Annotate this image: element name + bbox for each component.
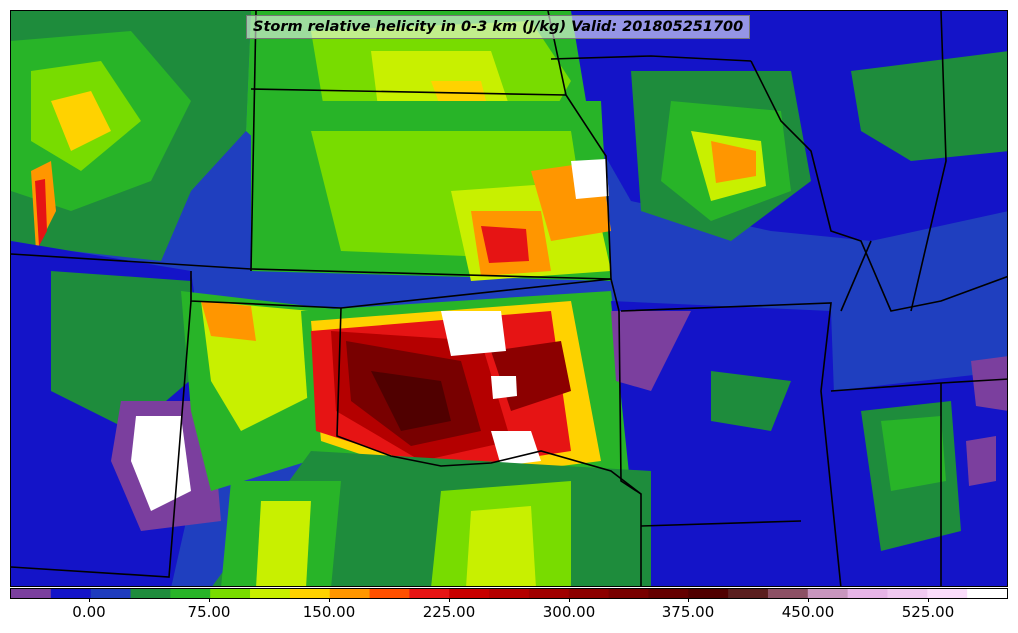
colorbar-swatch (250, 589, 291, 598)
colorbar-tick-mark (688, 598, 689, 602)
colorbar-tick-mark (209, 598, 210, 602)
colorbar-swatch (409, 589, 450, 598)
colorbar-swatch (210, 589, 251, 598)
colorbar-swatch (807, 589, 849, 598)
colorbar-tick-label: 375.00 (661, 603, 715, 621)
colorbar-swatch (847, 589, 888, 598)
colorbar-swatch (568, 589, 610, 598)
map-panel (10, 10, 1008, 587)
colorbar-swatch (170, 589, 211, 598)
colorbar-swatch (648, 589, 689, 598)
colorbar-tick-label: 525.00 (901, 603, 955, 621)
colorbar-swatch (329, 589, 371, 598)
colorbar-swatch (608, 589, 649, 598)
colorbar-swatch (927, 589, 968, 598)
helicity-fill-regions (11, 11, 1007, 586)
colorbar-tick-label: 75.00 (187, 603, 231, 621)
colorbar-tick-label: 150.00 (302, 603, 356, 621)
colorbar-swatch (967, 589, 1007, 598)
colorbar-tick-label: 450.00 (781, 603, 835, 621)
colorbar-swatch (887, 589, 928, 598)
colorbar-tick-mark (329, 598, 330, 602)
map-title: Storm relative helicity in 0-3 km (J/kg)… (246, 15, 751, 39)
colorbar-swatch (289, 589, 331, 598)
colorbar-swatch (449, 589, 490, 598)
colorbar-swatch (90, 589, 132, 598)
colorbar-tick-label: 0.00 (72, 603, 106, 621)
colorbar (10, 588, 1008, 599)
colorbar-swatch (11, 589, 52, 598)
colorbar-swatch (130, 589, 171, 598)
colorbar-swatch (489, 589, 530, 598)
colorbar-swatch (767, 589, 809, 598)
colorbar-tick-label: 225.00 (422, 603, 476, 621)
state-boundaries (11, 11, 1007, 586)
colorbar-tick-mark (449, 598, 450, 602)
colorbar-swatches (11, 589, 1007, 598)
colorbar-tick-mark (928, 598, 929, 602)
colorbar-tick-mark (808, 598, 809, 602)
colorbar-tick-mark (89, 598, 90, 602)
colorbar-swatch (369, 589, 410, 598)
colorbar-swatch (50, 589, 92, 598)
colorbar-tick-label: 300.00 (542, 603, 596, 621)
colorbar-swatch (528, 589, 570, 598)
colorbar-swatch (688, 589, 729, 598)
helicity-map (11, 11, 1007, 586)
colorbar-tick-mark (569, 598, 570, 602)
colorbar-swatch (728, 589, 769, 598)
